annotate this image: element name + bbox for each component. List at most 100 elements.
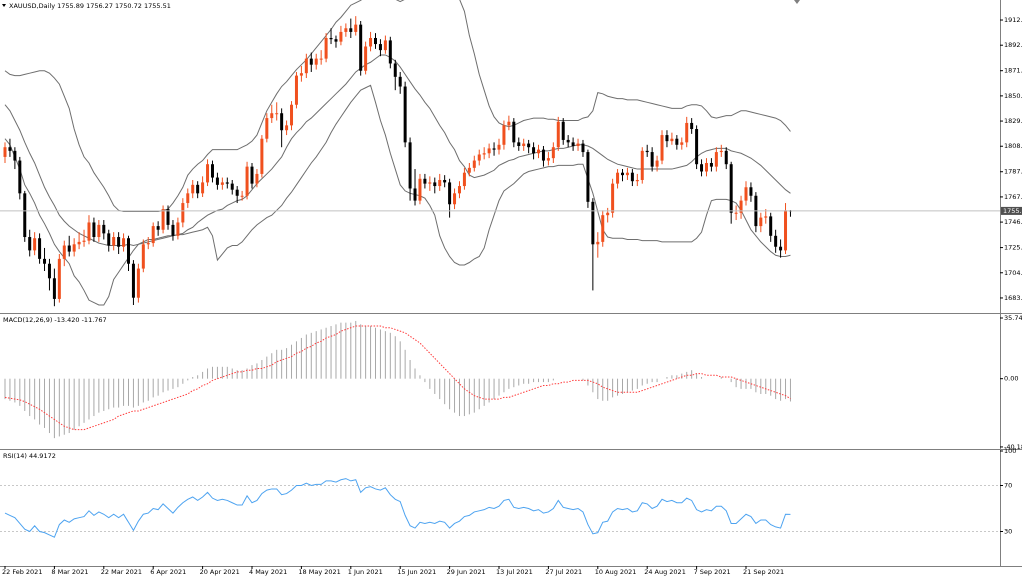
candle-body: [206, 164, 210, 183]
candle-body: [250, 166, 254, 184]
current-price-box: [1001, 206, 1022, 215]
candle-body: [398, 76, 402, 87]
candle-body: [23, 193, 27, 238]
x-tick-label: 24 Aug 2021: [644, 568, 686, 576]
x-tick-label: 18 May 2021: [298, 568, 340, 576]
series-line: [4, 84, 791, 306]
candle-body: [670, 138, 674, 142]
shift-marker[interactable]: [794, 0, 800, 4]
candle-body: [655, 160, 659, 167]
x-tick-label: 21 Sep 2021: [743, 568, 784, 576]
candle-body: [532, 147, 536, 154]
candle-body: [561, 121, 565, 140]
x-tick-label: 22 Feb 2021: [2, 568, 42, 576]
candle-body: [616, 172, 620, 184]
candle-body: [492, 148, 496, 150]
y-tick-label: 1683.80: [1004, 294, 1022, 302]
candle-body: [596, 241, 600, 245]
candle-body: [418, 178, 422, 201]
candle-body: [146, 243, 150, 245]
y-tick-label: 35.741: [1004, 314, 1022, 322]
candle-body: [225, 182, 229, 184]
candle-body: [166, 209, 170, 225]
menu-arrow[interactable]: [2, 4, 6, 7]
y-tick-label: 1808.80: [1004, 142, 1022, 150]
candle-body: [339, 31, 343, 42]
candle-body: [749, 187, 753, 196]
y-tick-label: 1725.30: [1004, 244, 1022, 252]
candle-body: [734, 212, 738, 214]
candle-body: [764, 216, 768, 218]
candle-body: [660, 135, 664, 161]
candle-body: [43, 258, 47, 264]
indicator-title: MACD(12,26,9) -13.420 -11.767: [3, 316, 107, 324]
candle-body: [344, 28, 348, 32]
series-line: [4, 54, 791, 247]
candle-body: [700, 164, 704, 172]
candle-body: [769, 216, 773, 236]
candle-body: [650, 152, 654, 167]
candle-body: [724, 150, 728, 165]
candle-body: [260, 138, 264, 174]
candle-body: [744, 187, 748, 201]
candle-body: [685, 122, 689, 143]
candle-body: [522, 143, 526, 147]
candle-body: [220, 182, 224, 185]
candle-body: [215, 177, 219, 185]
candle-body: [477, 154, 481, 161]
candle-body: [695, 129, 699, 165]
y-tick-label: 70: [1004, 482, 1012, 490]
candle-body: [122, 238, 126, 247]
candle-body: [665, 135, 669, 142]
candle-body: [324, 37, 328, 59]
candle-body: [191, 184, 195, 194]
candle-body: [433, 182, 437, 187]
candle-body: [640, 150, 644, 180]
candle-body: [359, 24, 363, 71]
candle-body: [3, 147, 7, 157]
candle-body: [690, 122, 694, 130]
candle-body: [571, 142, 575, 147]
candle-body: [181, 203, 185, 223]
series-line: [4, 0, 791, 213]
candle-body: [18, 160, 22, 194]
y-tick-label: 1767.05: [1004, 193, 1022, 201]
candle-body: [467, 167, 471, 173]
candle-body: [290, 104, 294, 126]
candle-body: [502, 125, 506, 145]
x-tick-label: 6 Apr 2021: [150, 568, 186, 576]
candle-body: [309, 58, 313, 65]
candle-body: [151, 226, 155, 244]
candle-body: [334, 39, 338, 42]
candle-body: [82, 240, 86, 242]
candle-body: [131, 263, 135, 298]
candle-body: [546, 158, 550, 161]
y-tick-label: 1912.80: [1004, 16, 1022, 24]
candle-body: [556, 121, 560, 148]
candle-body: [462, 172, 466, 187]
candle-body: [87, 222, 91, 241]
candle-body: [13, 150, 17, 161]
candle-body: [77, 241, 81, 245]
candle-body: [67, 245, 71, 252]
candle-body: [349, 28, 353, 32]
candle-body: [47, 263, 51, 279]
x-tick-label: 22 Mar 2021: [101, 568, 142, 576]
candle-body: [630, 172, 634, 182]
candle-body: [28, 237, 32, 251]
candle-body: [161, 209, 165, 230]
y-tick-label: 1850.30: [1004, 92, 1022, 100]
candle-body: [265, 118, 269, 139]
candle-body: [408, 142, 412, 189]
candle-body: [280, 113, 284, 131]
candle-body: [92, 222, 96, 238]
candle-body: [774, 235, 778, 247]
y-tick-label: 1892.05: [1004, 41, 1022, 49]
candle-body: [33, 238, 37, 251]
candle-body: [714, 152, 718, 167]
candle-body: [448, 182, 452, 205]
candle-body: [606, 212, 610, 216]
candle-body: [72, 244, 76, 252]
candle-body: [586, 152, 590, 202]
candle-body: [581, 143, 585, 153]
